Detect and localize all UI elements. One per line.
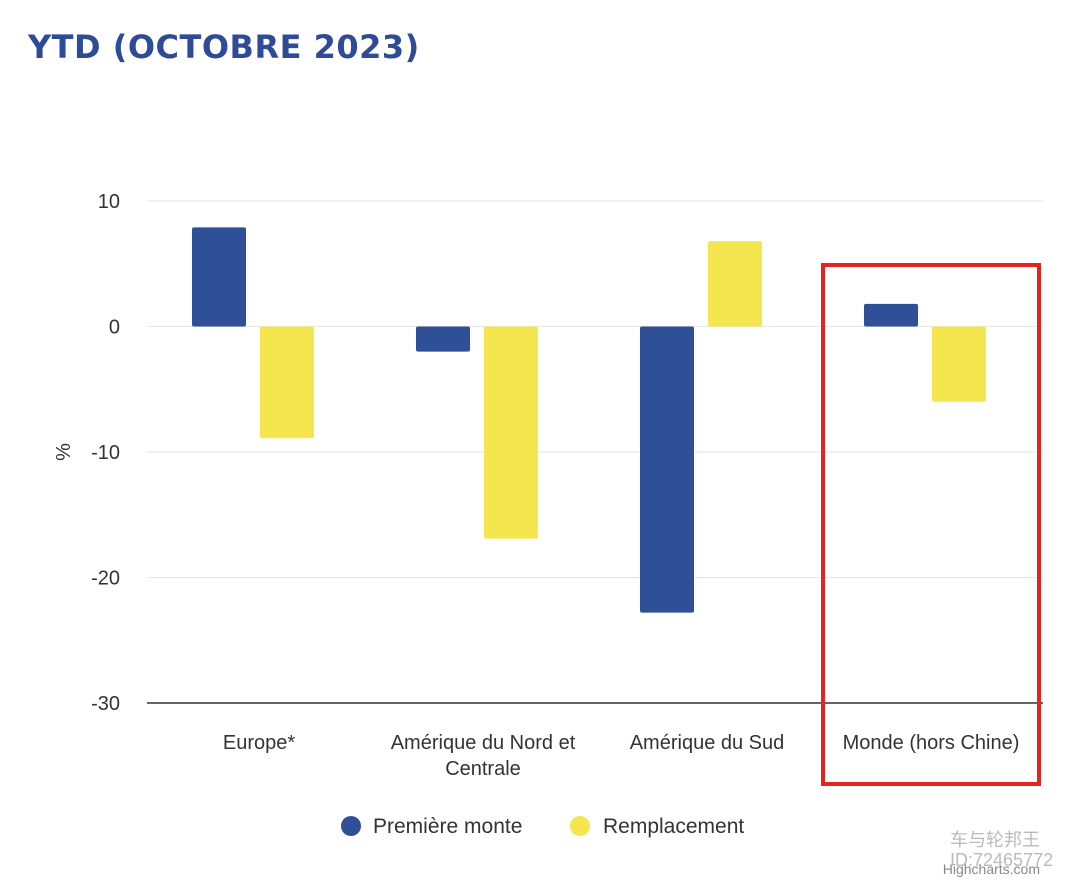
bar-premiere-monte — [864, 303, 918, 327]
legend: Première monte Remplacement — [341, 815, 744, 838]
bars — [192, 227, 986, 613]
x-tick-label: Amérique du Nord et — [391, 732, 576, 754]
bar-remplacement — [708, 241, 762, 327]
x-tick-label: Centrale — [445, 758, 521, 780]
bar-remplacement — [260, 326, 314, 439]
y-tick-label: -30 — [91, 693, 120, 715]
y-axis-title: % — [53, 443, 75, 461]
x-tick-label: Monde (hors Chine) — [843, 732, 1020, 754]
legend-marker — [341, 816, 361, 836]
bar-premiere-monte — [640, 326, 694, 613]
x-tick-label: Amérique du Sud — [630, 732, 785, 754]
x-tick-label: Europe* — [223, 732, 295, 754]
highlight — [821, 263, 1041, 786]
watermark-line2: ID:72465772 — [950, 850, 1053, 870]
y-tick-label: 10 — [98, 191, 120, 213]
bar-premiere-monte — [416, 326, 470, 352]
axes: 10 0 -10 -20 -30% Europe* Amérique du Nord et C… — [53, 191, 1043, 780]
legend-marker — [570, 816, 590, 836]
y-tick-label: -20 — [91, 568, 120, 590]
highlight-box — [821, 263, 1041, 786]
bar-remplacement — [932, 326, 986, 402]
watermark-line1: 车与轮邦王 — [950, 830, 1040, 850]
y-tick-label: 0 — [109, 317, 120, 339]
legend-label: Remplacement — [603, 815, 744, 838]
bar-premiere-monte — [192, 227, 246, 327]
bar-remplacement — [484, 326, 538, 539]
legend-label: Première monte — [373, 815, 522, 838]
y-tick-label: -10 — [91, 442, 120, 464]
chart-title: YTD (OCTOBRE 2023) — [28, 28, 420, 66]
credits-text: Highcharts.com — [943, 861, 1040, 877]
